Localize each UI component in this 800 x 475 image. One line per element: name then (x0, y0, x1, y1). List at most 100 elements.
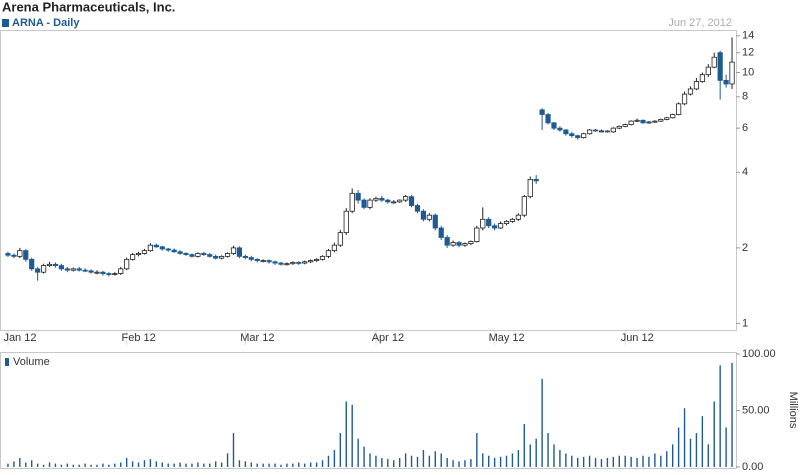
volume-bar (422, 450, 425, 467)
candle-body (183, 253, 189, 256)
volume-bar (357, 438, 359, 467)
volume-bar (244, 461, 247, 467)
candle-body (497, 223, 504, 229)
volume-bar (410, 455, 413, 467)
volume-bar (713, 401, 715, 467)
volume-bar (689, 438, 692, 467)
volume-bar (440, 453, 442, 467)
candle-body (130, 254, 136, 260)
candle-body (118, 268, 124, 274)
candle-body (640, 119, 646, 124)
volume-bar (719, 365, 721, 467)
candle-body (124, 258, 130, 270)
candle-body (634, 119, 640, 122)
volume-bar (226, 453, 229, 467)
candle-body (598, 130, 605, 133)
volume-bar (363, 446, 365, 467)
volume-bar (582, 456, 585, 467)
candle-body (278, 262, 284, 265)
volume-bar (84, 463, 86, 467)
x-tick-label: Apr 12 (372, 332, 404, 344)
candle-body (521, 196, 527, 216)
volume-bar (262, 463, 264, 467)
candle-body (224, 253, 231, 257)
volume-bar (339, 433, 342, 467)
volume-bar (618, 455, 620, 467)
volume-bar (416, 456, 419, 467)
volume-bar (612, 456, 615, 467)
candle-body (313, 258, 320, 261)
volume-bar (398, 457, 401, 467)
candle-body (213, 255, 219, 259)
volume-bar (256, 463, 258, 467)
volume-bar (600, 459, 603, 467)
volume-bar (143, 460, 146, 467)
volume-bar (220, 462, 223, 467)
x-tick-label: Mar 12 (240, 332, 274, 344)
date-label: Jun 27, 2012 (668, 17, 732, 29)
candle-body (670, 114, 676, 119)
volume-bar (476, 433, 478, 467)
volume-bar (559, 450, 561, 467)
volume-bar (725, 427, 727, 467)
volume-bar (238, 460, 241, 467)
volume-bar (72, 464, 74, 467)
volume-bar (36, 463, 39, 467)
candle-body (474, 227, 480, 242)
candle-body (337, 232, 343, 246)
volume-bar (250, 462, 253, 467)
candle-body (628, 120, 634, 125)
candle-body (5, 253, 11, 256)
volume-bar (606, 457, 609, 467)
candle-body (35, 268, 41, 273)
volume-tick-label: 0.00 (742, 461, 763, 473)
candle-body (195, 253, 201, 257)
candle-body (581, 133, 587, 139)
candle-body (426, 214, 432, 220)
candle-body (533, 178, 539, 182)
volume-bar (428, 455, 431, 467)
volume-bar (19, 457, 21, 467)
candle-body (88, 270, 94, 273)
volume-bar (191, 463, 193, 467)
volume-bar (505, 455, 508, 467)
volume-bar (695, 433, 698, 467)
volume-swatch (5, 358, 9, 366)
candle-body (693, 81, 700, 90)
candle-body (509, 218, 516, 222)
volume-bar (458, 461, 460, 467)
volume-bar (535, 438, 537, 467)
x-tick-label: May 12 (489, 332, 525, 344)
candle-body (717, 52, 723, 81)
candle-body (711, 56, 717, 68)
volume-bar (197, 462, 199, 467)
candle-body (272, 261, 278, 264)
volume-bar (131, 461, 134, 467)
candle-body (343, 210, 349, 234)
candle-body (230, 247, 237, 254)
y-tick-label: 10 (742, 66, 754, 78)
candle-body (729, 61, 735, 85)
candle-body (664, 117, 670, 120)
volume-bar (683, 408, 686, 467)
candle-body (391, 201, 397, 204)
volume-bar (464, 460, 466, 467)
candle-body (379, 197, 385, 201)
volume-bar (493, 457, 496, 467)
candle-body (159, 246, 165, 250)
volume-bar (369, 453, 371, 467)
volume-bar (345, 401, 347, 467)
candle-body (687, 88, 694, 95)
volume-bar (666, 451, 668, 467)
candle-body (557, 127, 563, 131)
candle-body (486, 218, 492, 227)
candle-body (438, 227, 444, 238)
volume-bar (161, 462, 163, 467)
volume-bar (155, 461, 158, 467)
legend-label: ARNA - Daily (12, 17, 80, 29)
candle-body (266, 260, 272, 263)
candle-body (551, 122, 557, 129)
volume-bar (179, 462, 181, 467)
volume-bar (523, 424, 526, 467)
price-panel (0, 30, 737, 331)
